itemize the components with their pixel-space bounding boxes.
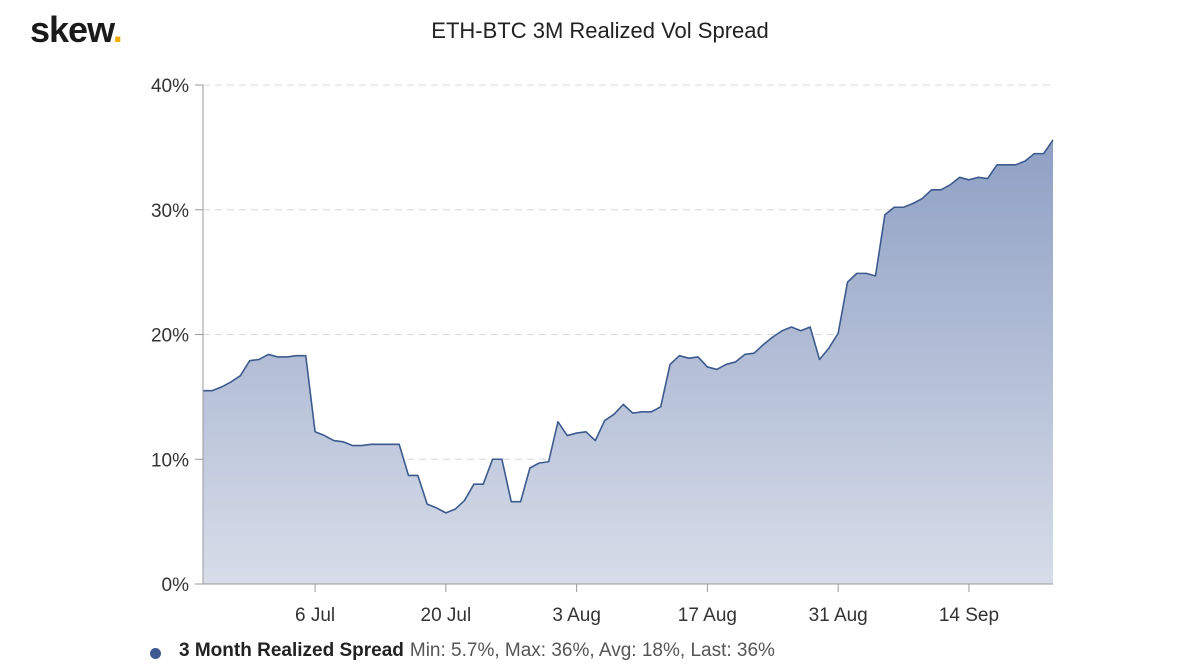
x-tick-label: 17 Aug [678, 605, 737, 626]
y-tick-label: 0% [162, 575, 190, 596]
x-tick-label: 31 Aug [809, 605, 868, 626]
x-tick-label: 3 Aug [552, 605, 601, 626]
chart-legend[interactable]: 3 Month Realized Spread Min: 5.7%, Max: … [150, 638, 775, 664]
chart-title: ETH-BTC 3M Realized Vol Spread [431, 18, 769, 43]
y-tick-label: 10% [151, 450, 189, 471]
series-area-fill [203, 139, 1053, 584]
legend-series-name: 3 Month Realized Spread [179, 640, 404, 661]
x-tick-label: 6 Jul [295, 605, 335, 626]
series-line[interactable] [203, 139, 1054, 514]
x-tick-label: 20 Jul [421, 605, 472, 626]
x-tick-label: 14 Sep [939, 605, 999, 626]
legend-series-stats: Min: 5.7%, Max: 36%, Avg: 18%, Last: 36% [409, 640, 775, 661]
skew-logo: skew. [30, 9, 123, 50]
legend-marker-icon [150, 647, 161, 659]
y-tick-label: 30% [151, 201, 189, 222]
y-tick-label: 40% [151, 76, 189, 97]
y-tick-label: 20% [151, 326, 189, 347]
